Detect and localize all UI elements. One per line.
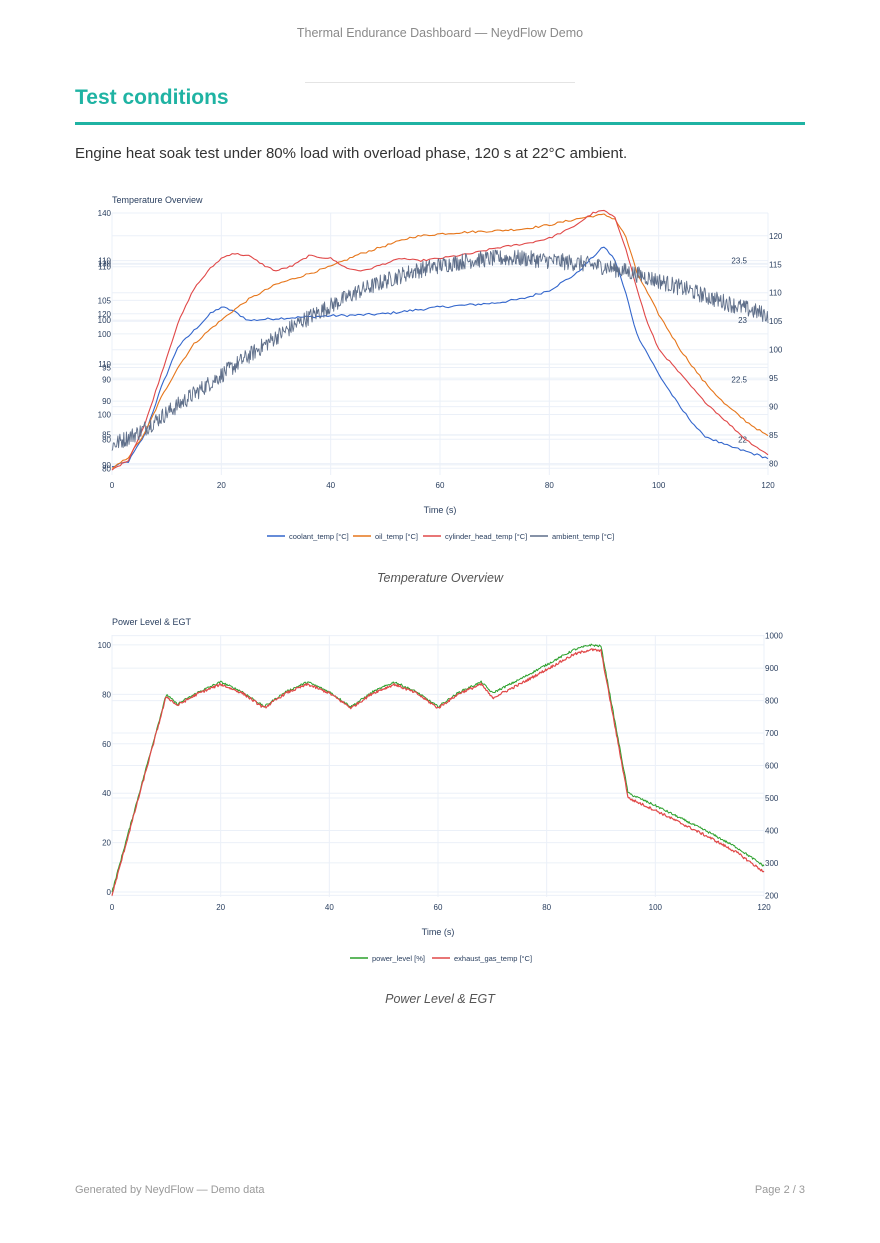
x-tick-label: 60 — [436, 481, 445, 490]
y-tick-label-y_egt: 400 — [765, 826, 779, 835]
chart-title: Temperature Overview — [112, 195, 203, 205]
y-tick-label-y_oil: 80 — [102, 435, 111, 444]
y-tick-label-y_overlay: 95 — [769, 374, 778, 383]
chart-title: Power Level & EGT — [112, 617, 192, 627]
y-tick-label-y_overlay: 80 — [769, 460, 778, 469]
y-tick-label-y_ambient: 23 — [738, 316, 747, 325]
x-tick-label: 20 — [216, 903, 225, 912]
y-tick-label-y_coolant: 80 — [102, 464, 111, 473]
y-tick-label-y_egt: 800 — [765, 697, 779, 706]
legend-item[interactable]: exhaust_gas_temp [°C] — [432, 954, 532, 963]
y-tick-label-y_overlay: 115 — [769, 260, 782, 269]
y-tick-label-y_head: 110 — [98, 360, 111, 369]
x-tick-label: 100 — [649, 903, 663, 912]
y-tick-label-y_ambient: 22.5 — [731, 376, 747, 385]
x-tick-label: 0 — [110, 903, 115, 912]
x-tick-label: 0 — [110, 481, 115, 490]
y-tick-label-y_power: 20 — [102, 839, 111, 848]
section-title-underline — [75, 122, 805, 125]
y-tick-label-y_overlay: 85 — [769, 431, 778, 440]
section-title: Test conditions — [75, 86, 229, 109]
y-tick-label-y_power: 40 — [102, 789, 111, 798]
footer-generated-by: Generated by NeydFlow — Demo data — [75, 1184, 265, 1196]
y-tick-label-y_egt: 700 — [765, 729, 779, 738]
y-tick-label-y_overlay: 105 — [769, 317, 783, 326]
y-tick-label-y_coolant: 100 — [98, 330, 112, 339]
y-tick-label-y_oil: 90 — [102, 376, 111, 385]
y-tick-label-y_ambient: 22 — [738, 435, 747, 444]
y-tick-label-y_head: 120 — [98, 310, 112, 319]
legend-label: oil_temp [°C] — [375, 532, 418, 541]
power-chart-caption: Power Level & EGT — [385, 992, 495, 1006]
y-tick-label-y_power: 60 — [102, 740, 111, 749]
x-axis-label: Time (s) — [422, 927, 455, 937]
section-intro: Engine heat soak test under 80% load wit… — [75, 145, 628, 162]
legend-label: ambient_temp [°C] — [552, 532, 614, 541]
y-tick-label-y_coolant: 110 — [98, 263, 111, 272]
y-tick-label-y_egt: 900 — [765, 664, 779, 673]
y-tick-label-y_power: 100 — [98, 641, 112, 650]
series-line-ambient — [111, 249, 769, 451]
legend-item[interactable]: coolant_temp [°C] — [267, 532, 349, 541]
power-egt-chart: Power Level & EGT 0 20 40 60 80 100 120 0 20 40 60 8… — [98, 617, 784, 963]
y-tick-label-y_power: 80 — [102, 690, 111, 699]
y-tick-label-y_head: 140 — [98, 209, 112, 218]
series-line-coolant — [111, 246, 769, 468]
temperature-chart-caption: Temperature Overview — [377, 571, 503, 585]
legend-item[interactable]: power_level [%] — [350, 954, 425, 963]
x-tick-label: 120 — [761, 481, 775, 490]
x-tick-label: 60 — [434, 903, 443, 912]
x-tick-label: 80 — [542, 903, 551, 912]
x-tick-label: 100 — [652, 481, 666, 490]
legend-item[interactable]: ambient_temp [°C] — [530, 532, 614, 541]
series-line-egt — [111, 648, 765, 896]
legend-label: power_level [%] — [372, 954, 425, 963]
y-tick-label-y_coolant: 95 — [102, 364, 111, 373]
series-line-oil — [111, 213, 769, 469]
x-tick-label: 120 — [757, 903, 771, 912]
series-line-cylinder-head — [111, 209, 769, 471]
y-tick-label-y_egt: 500 — [765, 794, 779, 803]
y-tick-label-y_head: 100 — [98, 411, 112, 420]
y-tick-label-y_overlay: 100 — [769, 346, 783, 355]
y-tick-label-y_coolant: 105 — [98, 296, 112, 305]
y-tick-label-y_head: 90 — [102, 461, 111, 470]
legend-label: coolant_temp [°C] — [289, 532, 349, 541]
y-tick-label-y_overlay: 110 — [769, 289, 782, 298]
y-tick-label-y_egt: 200 — [765, 891, 779, 900]
y-tick-label-y_overlay: 120 — [769, 232, 783, 241]
legend-label: cylinder_head_temp [°C] — [445, 532, 527, 541]
x-tick-label: 20 — [217, 481, 226, 490]
page-header-title: Thermal Endurance Dashboard — NeydFlow D… — [296, 26, 584, 40]
footer-page-number: Page 2 / 3 — [754, 1184, 805, 1196]
y-tick-label-y_coolant: 90 — [102, 397, 111, 406]
header-divider — [305, 82, 575, 83]
y-tick-label-y_oil: 100 — [98, 316, 112, 325]
y-tick-label-y_coolant: 85 — [102, 431, 111, 440]
y-tick-label-y_head: 130 — [98, 259, 112, 268]
y-tick-label-y_overlay: 90 — [769, 403, 778, 412]
y-tick-label-y_egt: 600 — [765, 762, 779, 771]
y-tick-label-y_power: 0 — [107, 888, 112, 897]
legend-item[interactable]: oil_temp [°C] — [353, 532, 418, 541]
y-tick-label-y_ambient: 23.5 — [731, 257, 747, 266]
y-tick-label-y_egt: 1000 — [765, 632, 783, 641]
y-tick-label-y_oil: 110 — [98, 257, 111, 266]
x-axis-label: Time (s) — [424, 505, 457, 515]
legend-item[interactable]: cylinder_head_temp [°C] — [423, 532, 527, 541]
legend-label: exhaust_gas_temp [°C] — [454, 954, 532, 963]
x-tick-label: 40 — [326, 481, 335, 490]
y-tick-label-y_egt: 300 — [765, 859, 779, 868]
x-tick-label: 80 — [545, 481, 554, 490]
x-tick-label: 40 — [325, 903, 334, 912]
